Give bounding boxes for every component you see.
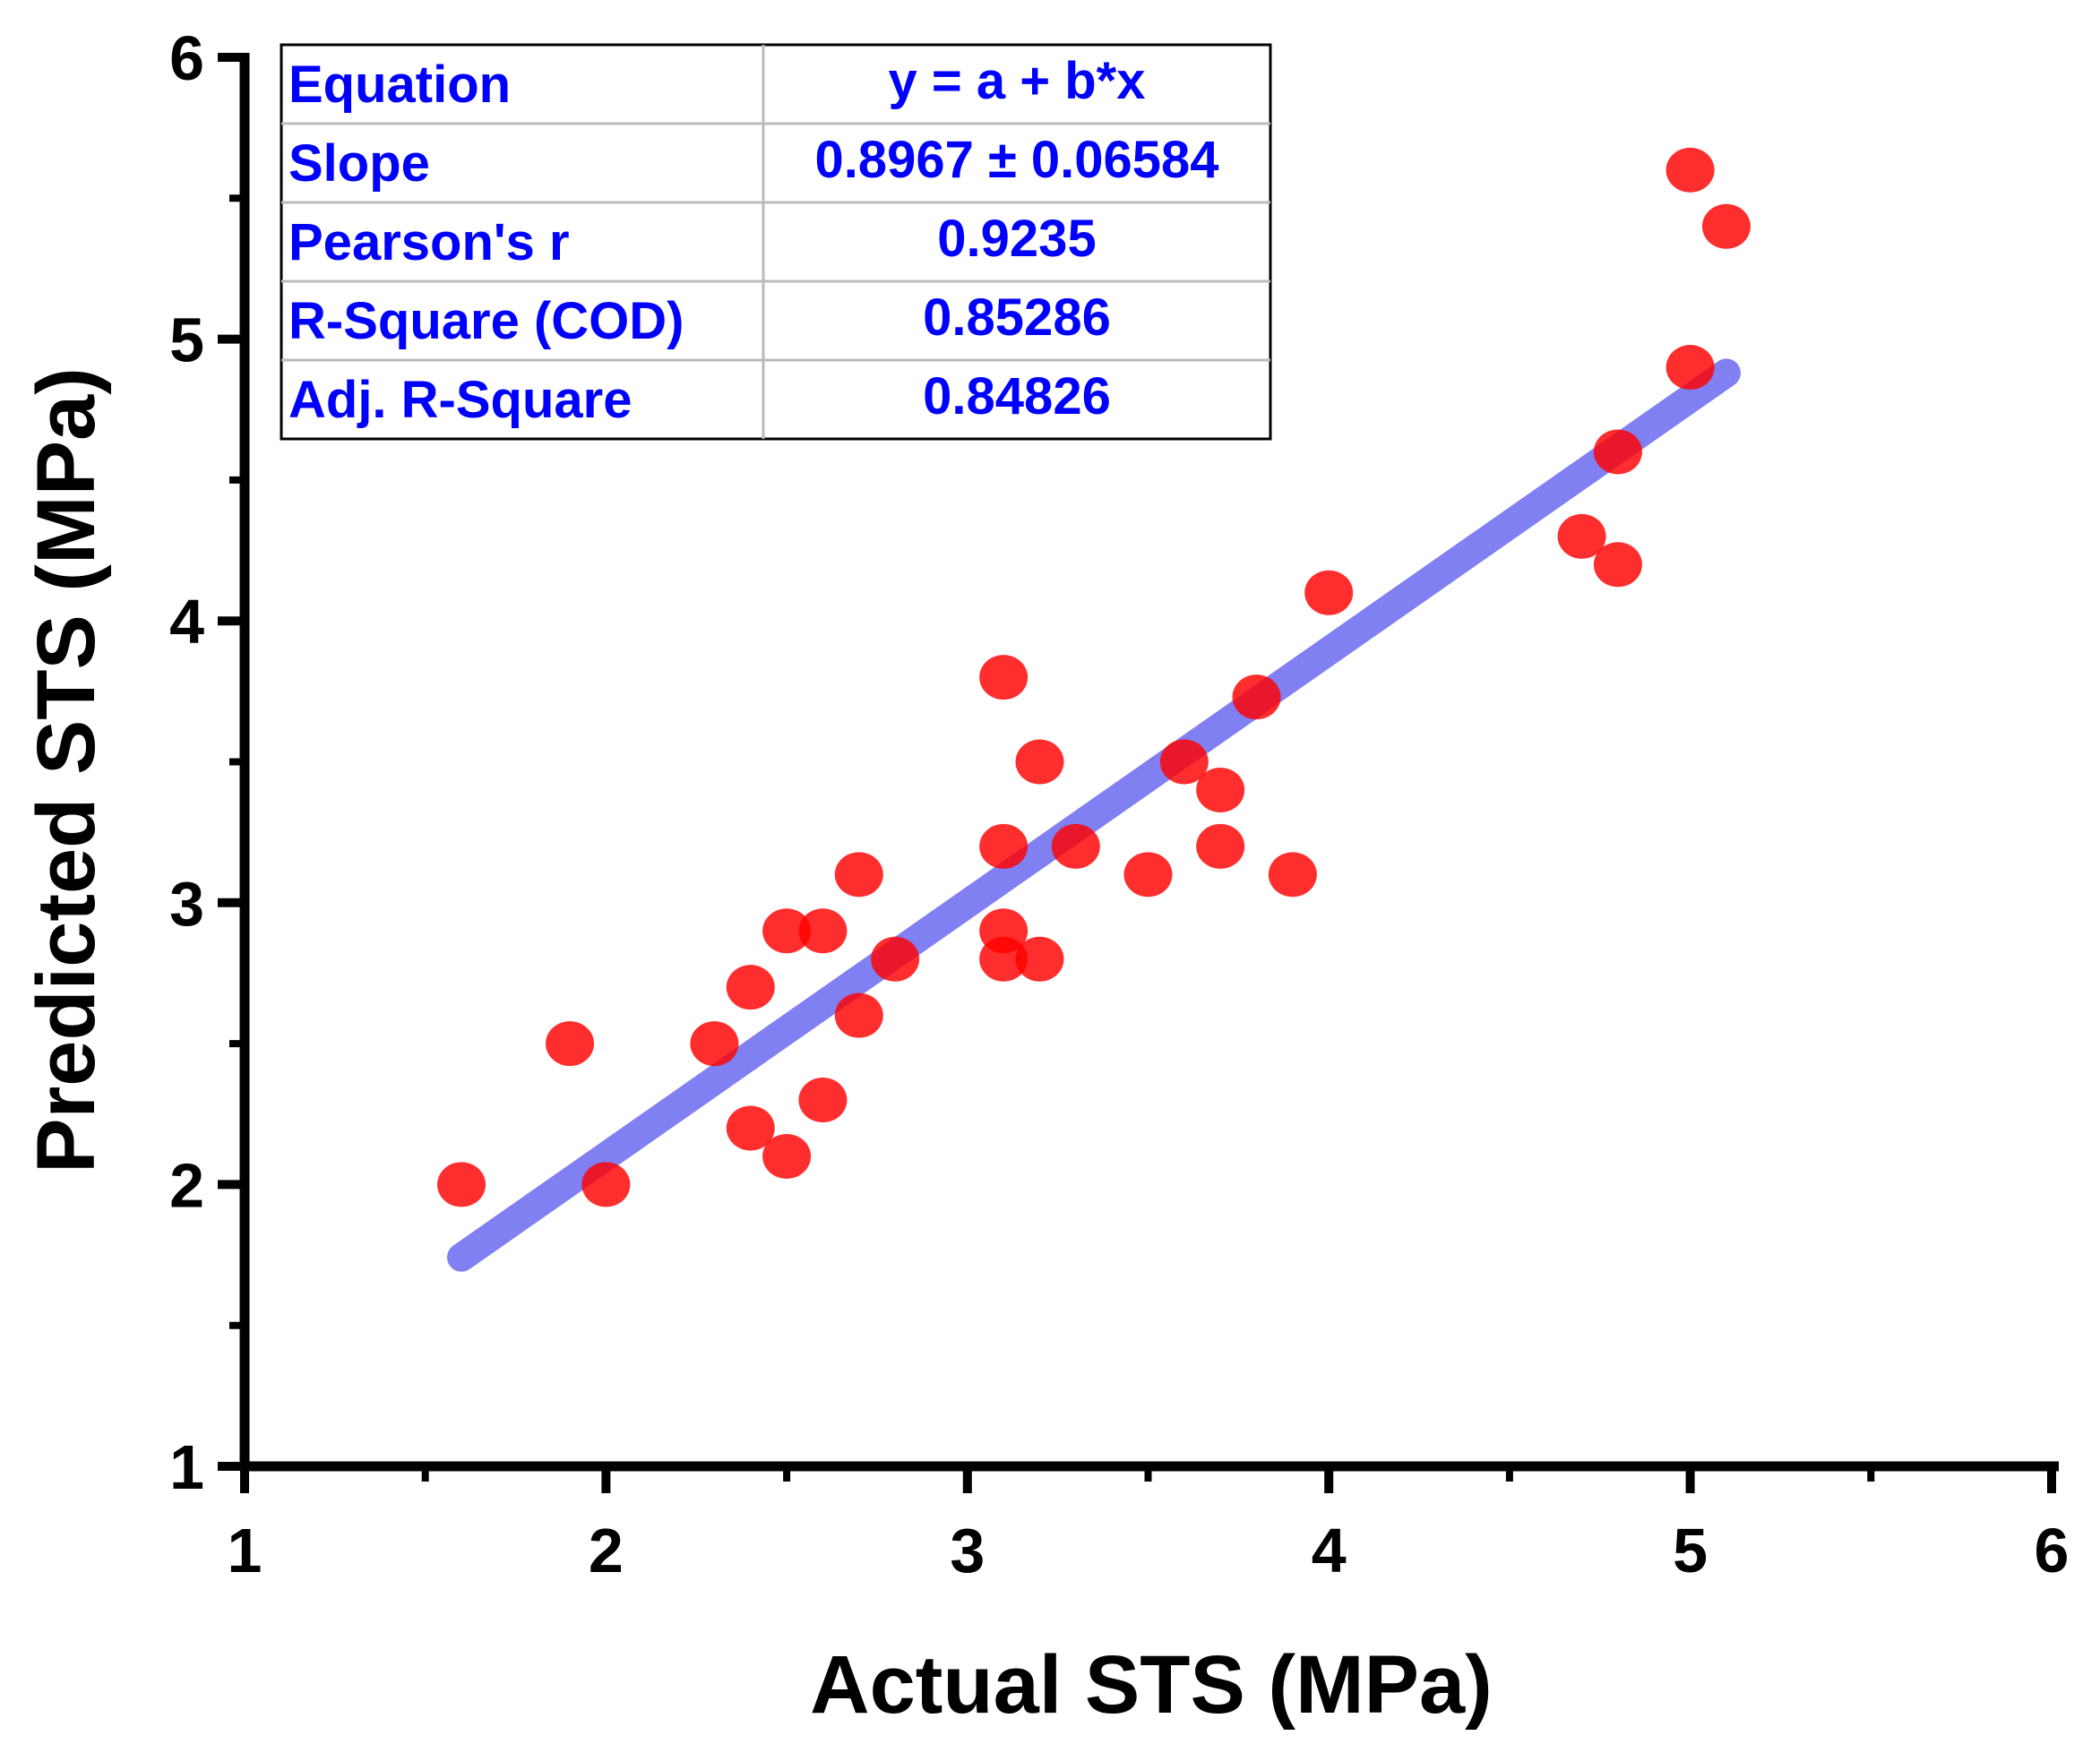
stats-row-label: Slope [288,134,430,193]
data-point [726,1105,775,1151]
y-tick-label: 6 [169,23,204,93]
stats-row-value: y = a + b*x [889,52,1146,110]
data-point [726,965,775,1010]
data-point [1015,936,1064,982]
stats-row-label: Pearson's r [288,213,570,271]
data-point [1701,203,1751,249]
data-point [834,992,883,1038]
data-point [1557,513,1606,559]
x-tick-label: 5 [1673,1516,1708,1585]
x-tick-label: 4 [1312,1516,1347,1585]
y-tick-label: 3 [169,869,204,939]
data-point [1123,852,1173,898]
data-point [437,1162,486,1207]
points-layer [437,147,1751,1207]
data-point [834,852,883,898]
y-tick-label: 5 [169,305,204,375]
ticks-layer: 1 2 3 4 5 6 1 2 3 4 5 6 [169,23,2069,1585]
y-tick-label: 4 [169,587,204,657]
stats-row-label: Adj. R-Square [288,371,633,429]
data-point [1232,674,1281,720]
x-tick-label: 6 [2035,1516,2070,1585]
data-point [871,936,920,982]
regression-line [447,358,1741,1272]
data-point [1593,429,1642,475]
stats-row-value: 0.9235 [937,210,1096,268]
stats-row-label: R-Square (COD) [288,292,684,350]
stats-table-border [280,43,1272,441]
data-point [690,1021,739,1067]
y-tick-label: 2 [169,1150,204,1220]
data-point [1593,542,1642,588]
data-point [1015,739,1064,785]
stats-table: Equation y = a + b*x Slope 0.8967 ± 0.06584… [280,43,1272,441]
data-point [979,823,1028,869]
data-point [1304,570,1354,615]
data-point [1159,739,1209,785]
data-point [979,655,1028,700]
stats-row-label: Equation [288,56,511,114]
x-tick-label: 3 [950,1516,985,1585]
data-point [1268,852,1317,898]
x-tick-label: 1 [228,1516,262,1585]
x-axis-title: Actual STS (MPa) [810,1639,1493,1731]
stats-row-value: 0.84826 [923,367,1111,425]
data-point [798,1078,848,1123]
data-point [1665,147,1715,193]
data-point [1196,823,1245,869]
data-point [979,936,1028,982]
stats-row-value: 0.8967 ± 0.06584 [814,131,1218,189]
data-point [1196,767,1245,812]
stats-row-value: 0.85286 [923,288,1111,347]
data-point [1051,823,1100,869]
y-axis-title: Predicted STS (MPa) [21,367,112,1173]
data-point [798,908,848,954]
data-point [1665,345,1715,391]
x-tick-label: 2 [589,1516,624,1585]
data-point [762,1133,812,1179]
y-tick-label: 1 [169,1432,204,1502]
data-point [581,1162,631,1207]
data-point [762,908,812,954]
data-point [546,1021,595,1067]
stats-rows: Equation y = a + b*x Slope 0.8967 ± 0.06584… [281,52,1270,429]
